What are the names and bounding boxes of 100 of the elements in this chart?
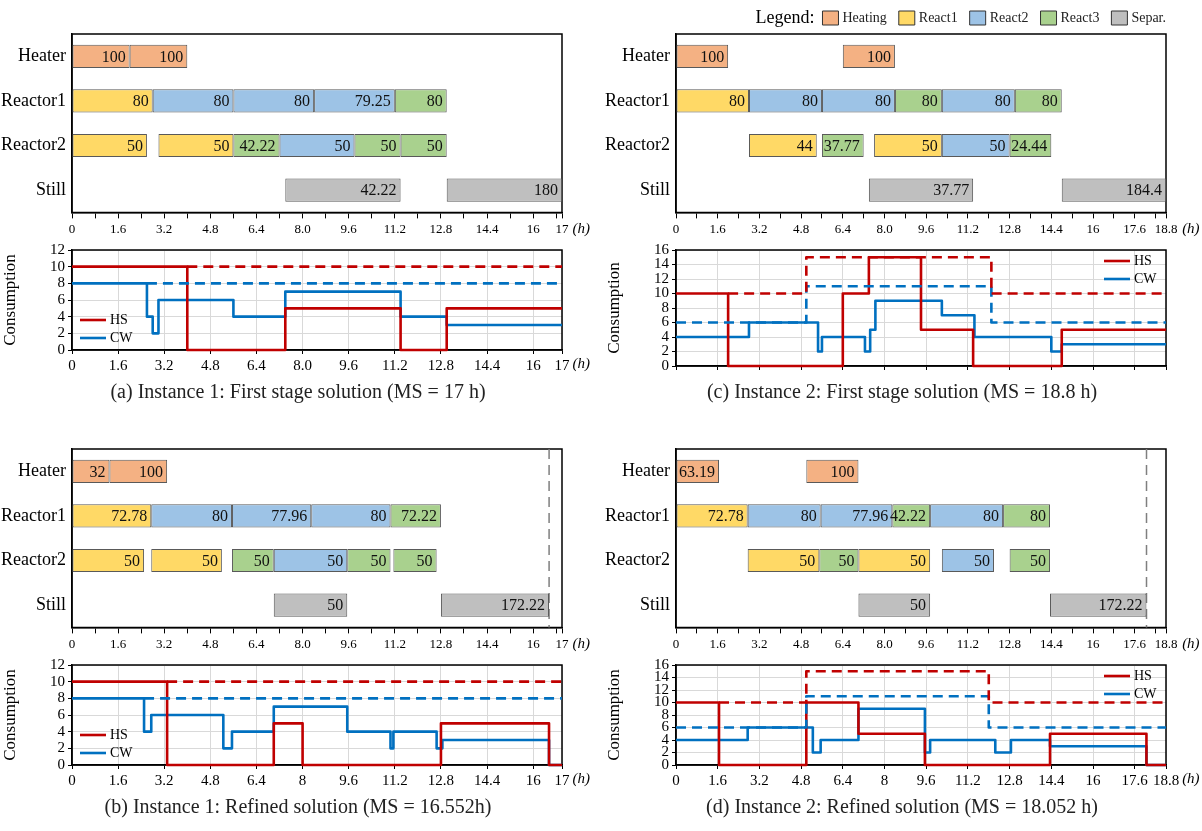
y-tick-label: Reactor1 — [605, 89, 670, 110]
legend-label: React1 — [918, 9, 958, 25]
y-tick-label: Still — [35, 593, 66, 614]
x-tick-label: 16 — [525, 771, 542, 788]
x-tick-label: 6.4 — [834, 220, 852, 236]
annotation: 77.96 — [852, 507, 889, 525]
x-tick-label: 4.8 — [792, 220, 810, 236]
y-tick-label: Heater — [18, 460, 66, 481]
annotation: 50 — [201, 551, 218, 569]
y-tick-label: 14 — [654, 255, 670, 272]
x-tick-label: 17.6 — [1121, 771, 1149, 788]
x-tick-label: 6.4 — [248, 220, 266, 236]
x-tick-label: 11.2 — [956, 220, 980, 236]
x-tick-label: 18.8 — [1154, 635, 1178, 651]
annotation: 80 — [983, 507, 1000, 525]
y-tick-label: Reactor1 — [605, 504, 670, 525]
x-tick-label: 9.6 — [918, 635, 935, 651]
x-tick-label: 6.4 — [833, 771, 853, 788]
annotation: 72.78 — [111, 507, 148, 525]
y-tick-label: 16 — [654, 240, 670, 257]
x-axis-title: (h) — [572, 769, 590, 787]
y-tick-label: 2 — [661, 342, 669, 359]
text: (d) Instance 2: Refined solution (MS = 18.052 h) — [705, 795, 1099, 818]
y-tick-label: Reactor2 — [605, 134, 670, 155]
x-tick-label: 11.2 — [381, 771, 408, 788]
annotation: 180 — [534, 181, 558, 199]
x-tick-label: 9.6 — [916, 771, 937, 788]
annotation: 42.22 — [360, 181, 397, 199]
annotation: 50 — [910, 551, 927, 569]
x-tick-label: 3.2 — [751, 220, 768, 236]
x-tick-label: 16 — [526, 220, 541, 236]
y-tick-label: 4 — [57, 722, 66, 739]
y-tick-label: Reactor2 — [605, 549, 670, 570]
y-tick-label: 12 — [50, 655, 65, 672]
x-tick-label: 3.2 — [156, 635, 173, 651]
legend-label: Separ. — [1131, 9, 1167, 25]
y-tick-label: 10 — [50, 672, 65, 689]
x-tick-label: 9.6 — [340, 220, 358, 236]
x-tick-label: 16 — [1086, 220, 1101, 236]
x-tick-label: 17.6 — [1123, 635, 1147, 651]
y-axis-title: Consumption — [0, 668, 19, 761]
annotation: 50 — [253, 551, 270, 569]
text: (c) Instance 2: First stage solution (MS = 18.8 h) — [705, 380, 1099, 403]
x-tick-label: 1.6 — [108, 356, 128, 373]
annotation: 24.44 — [1011, 136, 1048, 154]
y-tick-label: 6 — [57, 290, 66, 307]
annotation: 80 — [921, 92, 938, 110]
annotation: 100 — [139, 462, 164, 480]
y-tick-label: 10 — [654, 284, 669, 301]
x-tick-label: 12.8 — [998, 635, 1021, 651]
x-tick-label: 3.2 — [156, 220, 173, 236]
x-tick-label: 9.6 — [918, 220, 935, 236]
annotation: 50 — [327, 596, 344, 614]
x-axis-title: (h) — [572, 354, 590, 372]
x-tick-label: 0 — [672, 635, 680, 651]
x-axis-title: (h) — [1182, 220, 1200, 238]
y-tick-label: Reactor2 — [1, 549, 66, 570]
y-tick-label: 0 — [57, 340, 65, 357]
annotation: 37.77 — [823, 136, 860, 154]
annotation: 80 — [801, 92, 818, 110]
annotation: 100 — [159, 47, 184, 65]
x-tick-label: 6.4 — [834, 635, 852, 651]
annotation: 77.96 — [271, 507, 308, 525]
annotation: 80 — [213, 92, 230, 110]
legend-label: HS — [110, 311, 128, 327]
annotation: 80 — [728, 92, 745, 110]
y-tick-label: 8 — [57, 689, 65, 706]
y-tick-label: 10 — [50, 257, 65, 274]
x-tick-label: 16 — [1086, 635, 1101, 651]
x-tick-label: 3.2 — [750, 771, 769, 788]
annotation: 80 — [994, 92, 1011, 110]
annotation: 50 — [416, 551, 433, 569]
legend-label: React3 — [1060, 9, 1100, 25]
legend-label: CW — [110, 329, 134, 345]
x-tick-label: 11.2 — [383, 220, 406, 236]
x-tick-label: 8.0 — [876, 220, 893, 236]
x-tick-label: 17.6 — [1123, 220, 1147, 236]
annotation: 80 — [426, 92, 443, 110]
annotation: 50 — [124, 551, 141, 569]
y-tick-label: Still — [35, 178, 66, 199]
x-tick-label: 8 — [880, 771, 889, 788]
legend-label: HS — [1134, 667, 1152, 683]
annotation: 100 — [700, 47, 725, 65]
annotation: 172.22 — [501, 596, 546, 614]
annotation: 42.22 — [890, 507, 927, 525]
x-tick-label: 12.8 — [998, 220, 1021, 236]
x-tick-label: 4.8 — [202, 220, 219, 236]
annotation: 79.25 — [354, 92, 391, 110]
x-tick-label: 4.8 — [791, 771, 811, 788]
y-tick-label: 4 — [57, 307, 66, 324]
y-axis-title: Consumption — [603, 668, 623, 761]
x-tick-label: 3.2 — [154, 771, 174, 788]
y-tick-label: Still — [639, 593, 670, 614]
annotation: 80 — [294, 92, 311, 110]
x-tick-label: 9.6 — [339, 356, 359, 373]
legend-label: React2 — [989, 9, 1029, 25]
y-tick-label: 12 — [654, 269, 669, 286]
x-tick-label: 14.4 — [473, 771, 501, 788]
y-tick-label: 0 — [57, 755, 65, 772]
x-tick-label: 16 — [1085, 771, 1102, 788]
